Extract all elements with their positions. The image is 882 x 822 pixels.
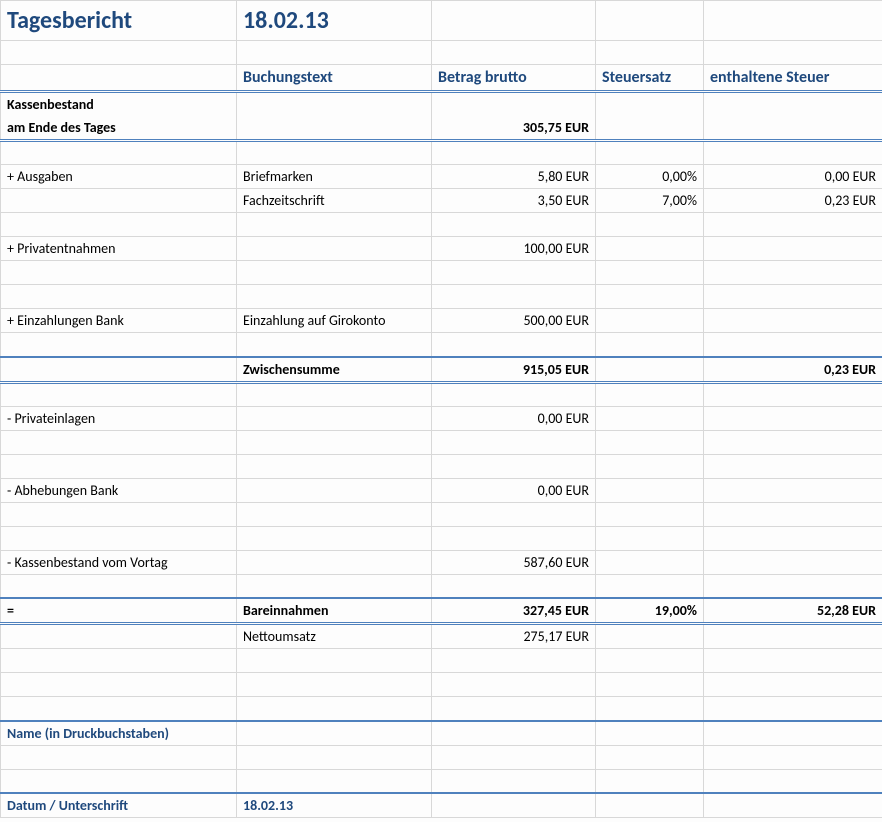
zwischensumme-row: Zwischensumme 915,05 EUR 0,23 EUR bbox=[1, 357, 882, 383]
abhebungen-betrag: 0,00 EUR bbox=[432, 478, 596, 502]
einzahlungen-row: + Einzahlungen Bank Einzahlung auf Girok… bbox=[1, 309, 882, 333]
kassenbestand-label2: am Ende des Tages bbox=[1, 116, 237, 141]
privateinlagen-row: - Privateinlagen 0,00 EUR bbox=[1, 406, 882, 430]
vortag-label: - Kassenbestand vom Vortag bbox=[1, 550, 237, 574]
column-headers: Buchungstext Betrag brutto Steuersatz en… bbox=[1, 65, 882, 92]
header-buchungstext: Buchungstext bbox=[237, 65, 432, 92]
header-steuersatz: Steuersatz bbox=[596, 65, 704, 92]
report-date: 18.02.13 bbox=[237, 1, 432, 41]
header-steuer: enthaltene Steuer bbox=[704, 65, 882, 92]
name-label: Name (in Druckbuchstaben) bbox=[1, 721, 237, 746]
ausgaben-steuer2: 0,23 EUR bbox=[704, 189, 882, 213]
ausgaben-row1: + Ausgaben Briefmarken 5,80 EUR 0,00% 0,… bbox=[1, 165, 882, 189]
vortag-row: - Kassenbestand vom Vortag 587,60 EUR bbox=[1, 550, 882, 574]
tagesbericht-table: Tagesbericht 18.02.13 Buchungstext Betra… bbox=[0, 0, 882, 818]
einzahlungen-label: + Einzahlungen Bank bbox=[1, 309, 237, 333]
einzahlungen-betrag: 500,00 EUR bbox=[432, 309, 596, 333]
kassenbestand-row1: Kassenbestand bbox=[1, 92, 882, 117]
ausgaben-text1: Briefmarken bbox=[237, 165, 432, 189]
privatentnahmen-betrag: 100,00 EUR bbox=[432, 237, 596, 261]
zwischensumme-betrag: 915,05 EUR bbox=[432, 357, 596, 383]
bareinnahmen-eq: = bbox=[1, 598, 237, 624]
kassenbestand-betrag: 305,75 EUR bbox=[432, 116, 596, 141]
kassenbestand-label1: Kassenbestand bbox=[1, 92, 237, 117]
zwischensumme-steuer: 0,23 EUR bbox=[704, 357, 882, 383]
privateinlagen-label: - Privateinlagen bbox=[1, 406, 237, 430]
ausgaben-satz2: 7,00% bbox=[596, 189, 704, 213]
abhebungen-label: - Abhebungen Bank bbox=[1, 478, 237, 502]
header-betrag: Betrag brutto bbox=[432, 65, 596, 92]
ausgaben-steuer1: 0,00 EUR bbox=[704, 165, 882, 189]
nettoumsatz-betrag: 275,17 EUR bbox=[432, 624, 596, 649]
zwischensumme-label: Zwischensumme bbox=[237, 357, 432, 383]
nettoumsatz-row: Nettoumsatz 275,17 EUR bbox=[1, 624, 882, 649]
ausgaben-label: + Ausgaben bbox=[1, 165, 237, 189]
datum-row: Datum / Unterschrift 18.02.13 bbox=[1, 793, 882, 818]
datum-value: 18.02.13 bbox=[237, 793, 432, 818]
bareinnahmen-label: Bareinnahmen bbox=[237, 598, 432, 624]
datum-label: Datum / Unterschrift bbox=[1, 793, 237, 818]
bareinnahmen-betrag: 327,45 EUR bbox=[432, 598, 596, 624]
privatentnahmen-row: + Privatentnahmen 100,00 EUR bbox=[1, 237, 882, 261]
bareinnahmen-satz: 19,00% bbox=[596, 598, 704, 624]
name-row: Name (in Druckbuchstaben) bbox=[1, 721, 882, 746]
ausgaben-betrag1: 5,80 EUR bbox=[432, 165, 596, 189]
ausgaben-text2: Fachzeitschrift bbox=[237, 189, 432, 213]
vortag-betrag: 587,60 EUR bbox=[432, 550, 596, 574]
bareinnahmen-steuer: 52,28 EUR bbox=[704, 598, 882, 624]
bareinnahmen-row: = Bareinnahmen 327,45 EUR 19,00% 52,28 E… bbox=[1, 598, 882, 624]
abhebungen-row: - Abhebungen Bank 0,00 EUR bbox=[1, 478, 882, 502]
title-row: Tagesbericht 18.02.13 bbox=[1, 1, 882, 41]
nettoumsatz-label: Nettoumsatz bbox=[237, 624, 432, 649]
report-title: Tagesbericht bbox=[1, 1, 237, 41]
ausgaben-betrag2: 3,50 EUR bbox=[432, 189, 596, 213]
kassenbestand-row2: am Ende des Tages 305,75 EUR bbox=[1, 116, 882, 141]
ausgaben-row2: Fachzeitschrift 3,50 EUR 7,00% 0,23 EUR bbox=[1, 189, 882, 213]
einzahlungen-text: Einzahlung auf Girokonto bbox=[237, 309, 432, 333]
ausgaben-satz1: 0,00% bbox=[596, 165, 704, 189]
privatentnahmen-label: + Privatentnahmen bbox=[1, 237, 237, 261]
privateinlagen-betrag: 0,00 EUR bbox=[432, 406, 596, 430]
